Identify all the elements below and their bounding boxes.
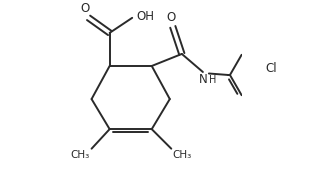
- Text: O: O: [80, 2, 90, 15]
- Text: CH₃: CH₃: [173, 150, 192, 160]
- Text: CH₃: CH₃: [71, 150, 90, 160]
- Text: Cl: Cl: [265, 62, 277, 75]
- Text: O: O: [167, 11, 176, 24]
- Text: H: H: [209, 75, 216, 85]
- Text: OH: OH: [137, 10, 155, 23]
- Text: N: N: [199, 73, 208, 86]
